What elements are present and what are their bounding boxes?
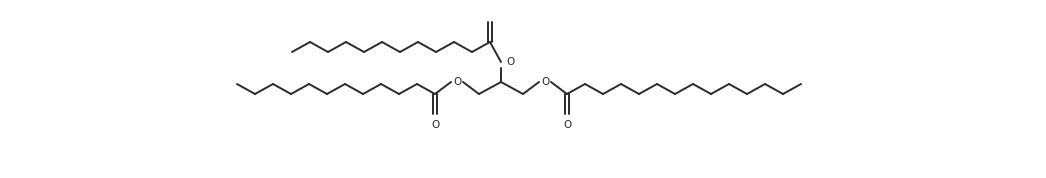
Text: O: O (541, 77, 549, 87)
Text: O: O (506, 57, 515, 67)
Text: O: O (453, 77, 461, 87)
Text: O: O (563, 120, 571, 130)
Text: O: O (431, 120, 439, 130)
